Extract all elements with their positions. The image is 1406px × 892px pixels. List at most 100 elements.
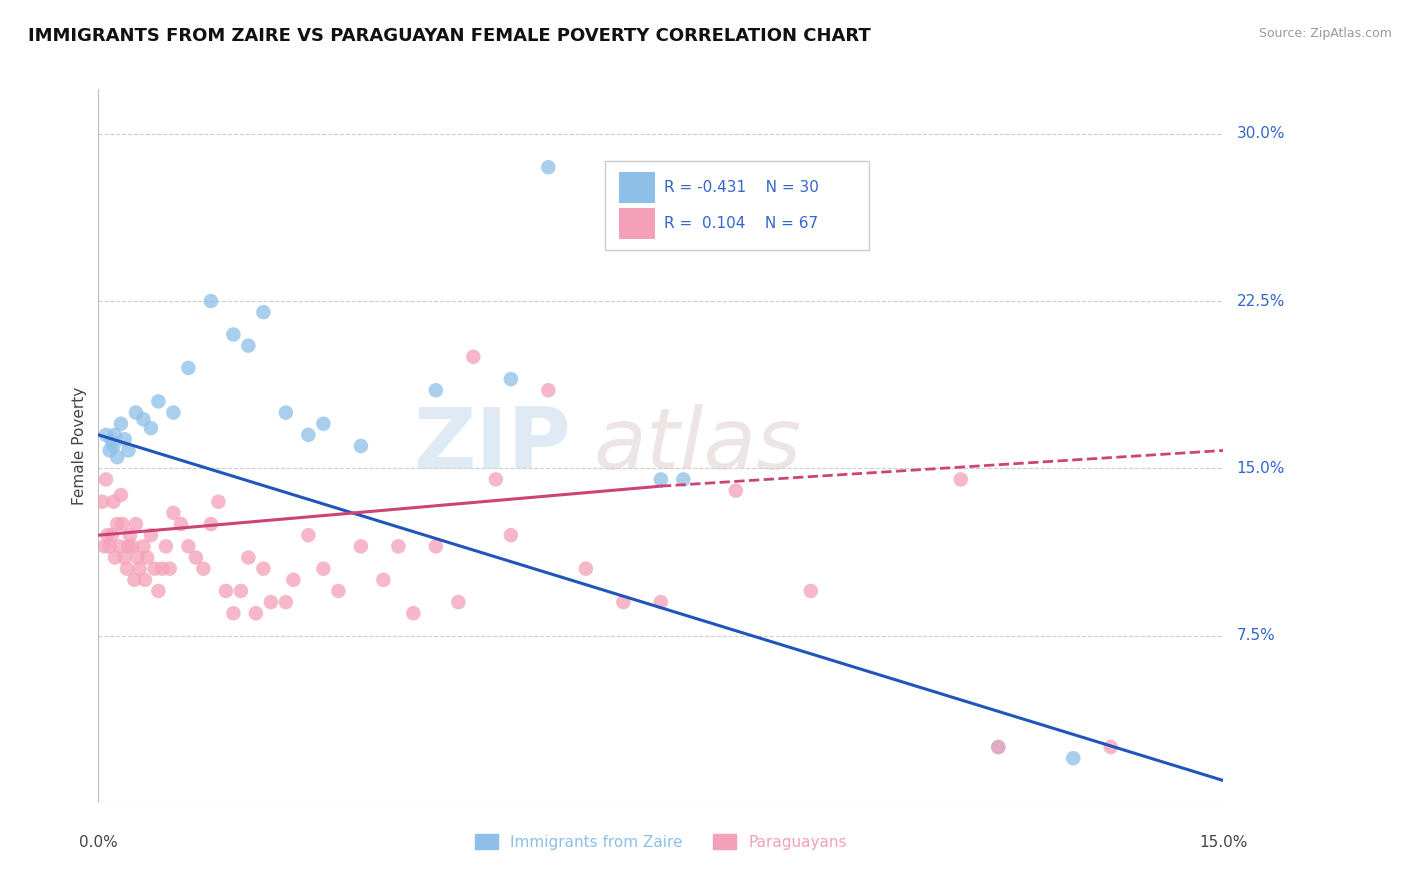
Point (252, 305, 274, 319)
Point (238, 338, 260, 352)
Point (139, 421, 162, 435)
Point (159, 562, 181, 576)
FancyBboxPatch shape (605, 161, 869, 250)
Point (425, 539, 447, 553)
Point (949, 472, 972, 486)
Text: 0.0%: 0.0% (79, 835, 118, 850)
Point (108, 539, 131, 553)
Point (114, 432, 136, 446)
Point (297, 427, 319, 442)
Point (229, 583, 252, 598)
Point (155, 539, 177, 553)
Point (672, 472, 695, 486)
Point (177, 360, 200, 375)
Text: 22.5%: 22.5% (1237, 293, 1285, 309)
Point (274, 595, 297, 609)
Legend: Immigrants from Zaire, Paraguayans: Immigrants from Zaire, Paraguayans (468, 828, 853, 855)
Point (312, 562, 335, 576)
Point (252, 562, 274, 576)
Point (402, 607, 425, 621)
Point (162, 405, 184, 419)
Point (612, 595, 634, 609)
Point (238, 550, 260, 565)
Text: 15.0%: 15.0% (1199, 835, 1247, 850)
Point (200, 293, 222, 308)
Point (134, 573, 156, 587)
Point (96, 528, 118, 542)
Point (121, 539, 143, 553)
Point (143, 562, 166, 576)
Point (125, 516, 148, 531)
Point (425, 384, 447, 398)
Text: ZIP: ZIP (413, 404, 571, 488)
Point (987, 740, 1010, 755)
Point (170, 516, 193, 531)
Point (93, 539, 115, 553)
Point (110, 417, 132, 431)
Point (101, 528, 124, 542)
Point (485, 472, 508, 486)
Point (499, 528, 522, 542)
Text: 7.5%: 7.5% (1237, 628, 1275, 643)
Point (499, 372, 522, 386)
Text: atlas: atlas (593, 404, 801, 488)
Point (103, 494, 125, 508)
Point (98, 443, 121, 458)
Point (260, 595, 283, 609)
Point (274, 405, 297, 419)
Point (177, 539, 200, 553)
Point (117, 539, 139, 553)
Point (148, 583, 170, 598)
Point (128, 562, 150, 576)
Point (463, 350, 485, 364)
Point (373, 573, 395, 587)
Point (184, 550, 207, 565)
Point (222, 607, 245, 621)
Text: R =  0.104    N = 67: R = 0.104 N = 67 (664, 216, 818, 231)
Point (98, 539, 121, 553)
Point (103, 439, 125, 453)
Point (94, 427, 117, 442)
Point (104, 550, 127, 565)
Point (136, 550, 159, 565)
Point (987, 740, 1010, 755)
Text: 15.0%: 15.0% (1237, 461, 1285, 475)
Point (297, 528, 319, 542)
Point (117, 443, 139, 458)
Point (104, 427, 127, 442)
Text: IMMIGRANTS FROM ZAIRE VS PARAGUAYAN FEMALE POVERTY CORRELATION CHART: IMMIGRANTS FROM ZAIRE VS PARAGUAYAN FEMA… (28, 27, 870, 45)
Point (447, 595, 470, 609)
Point (575, 562, 598, 576)
Point (537, 384, 560, 398)
Point (222, 327, 245, 342)
Point (111, 516, 134, 531)
Point (350, 439, 373, 453)
Point (105, 516, 128, 531)
Point (1062, 751, 1084, 765)
Point (132, 412, 155, 426)
Point (127, 550, 149, 565)
Point (1099, 740, 1122, 755)
Point (110, 488, 132, 502)
Point (312, 417, 335, 431)
Point (148, 394, 170, 409)
Point (125, 405, 148, 419)
Point (193, 562, 215, 576)
FancyBboxPatch shape (619, 172, 655, 203)
Text: Source: ZipAtlas.com: Source: ZipAtlas.com (1258, 27, 1392, 40)
Point (105, 450, 128, 464)
Point (118, 528, 141, 542)
Point (139, 528, 162, 542)
Point (215, 583, 238, 598)
Point (114, 550, 136, 565)
Point (200, 516, 222, 531)
Text: 30.0%: 30.0% (1237, 127, 1285, 141)
Point (162, 506, 184, 520)
Point (94, 472, 117, 486)
Point (724, 483, 747, 498)
Text: R = -0.431    N = 30: R = -0.431 N = 30 (664, 180, 820, 195)
Point (537, 161, 560, 175)
Point (91, 494, 114, 508)
Point (124, 573, 146, 587)
Point (650, 472, 672, 486)
